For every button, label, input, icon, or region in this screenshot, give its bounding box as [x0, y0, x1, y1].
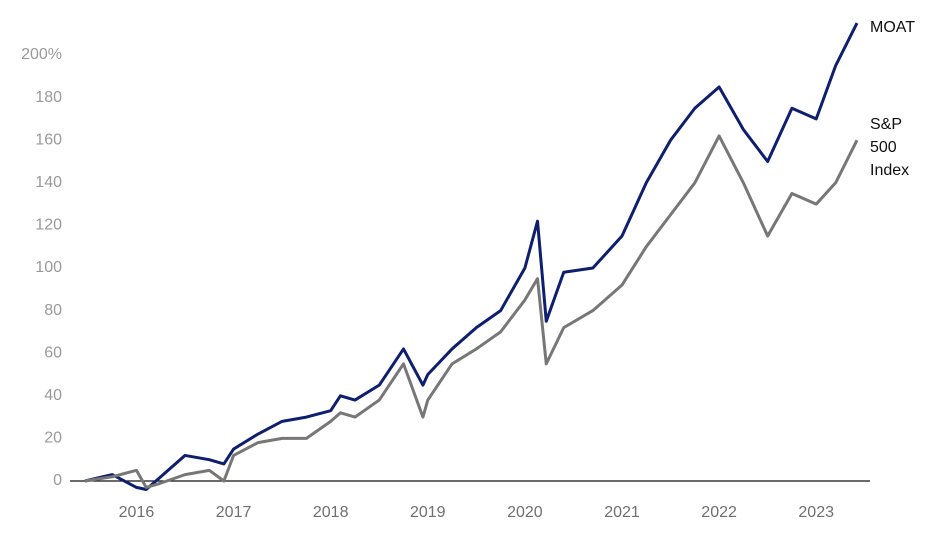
y-tick-label: 40: [44, 387, 62, 404]
y-tick-label: 120: [35, 217, 62, 234]
y-tick-label: 100: [35, 259, 62, 276]
y-tick-label: 20: [44, 430, 62, 447]
x-tick-label: 2022: [701, 504, 737, 521]
y-tick-label: 140: [35, 174, 62, 191]
y-tick-label: 180: [35, 89, 62, 106]
x-tick-label: 2019: [410, 504, 446, 521]
y-tick-label: 60: [44, 344, 62, 361]
x-tick-label: 2023: [798, 504, 834, 521]
y-tick-label: 160: [35, 131, 62, 148]
x-tick-label: 2020: [507, 504, 543, 521]
y-tick-label: 200%: [21, 46, 62, 63]
series-label: S&P 500 Index: [870, 116, 910, 180]
series-line: [84, 22, 859, 492]
series-label: MOAT: [870, 19, 916, 37]
x-tick-label: 2018: [313, 504, 349, 521]
x-tick-label: 2021: [604, 504, 640, 521]
series-line: [84, 134, 859, 489]
x-tick-label: 2016: [119, 504, 155, 521]
x-tick-label: 2017: [216, 504, 252, 521]
y-tick-label: 0: [53, 472, 62, 489]
y-tick-label: 80: [44, 302, 62, 319]
